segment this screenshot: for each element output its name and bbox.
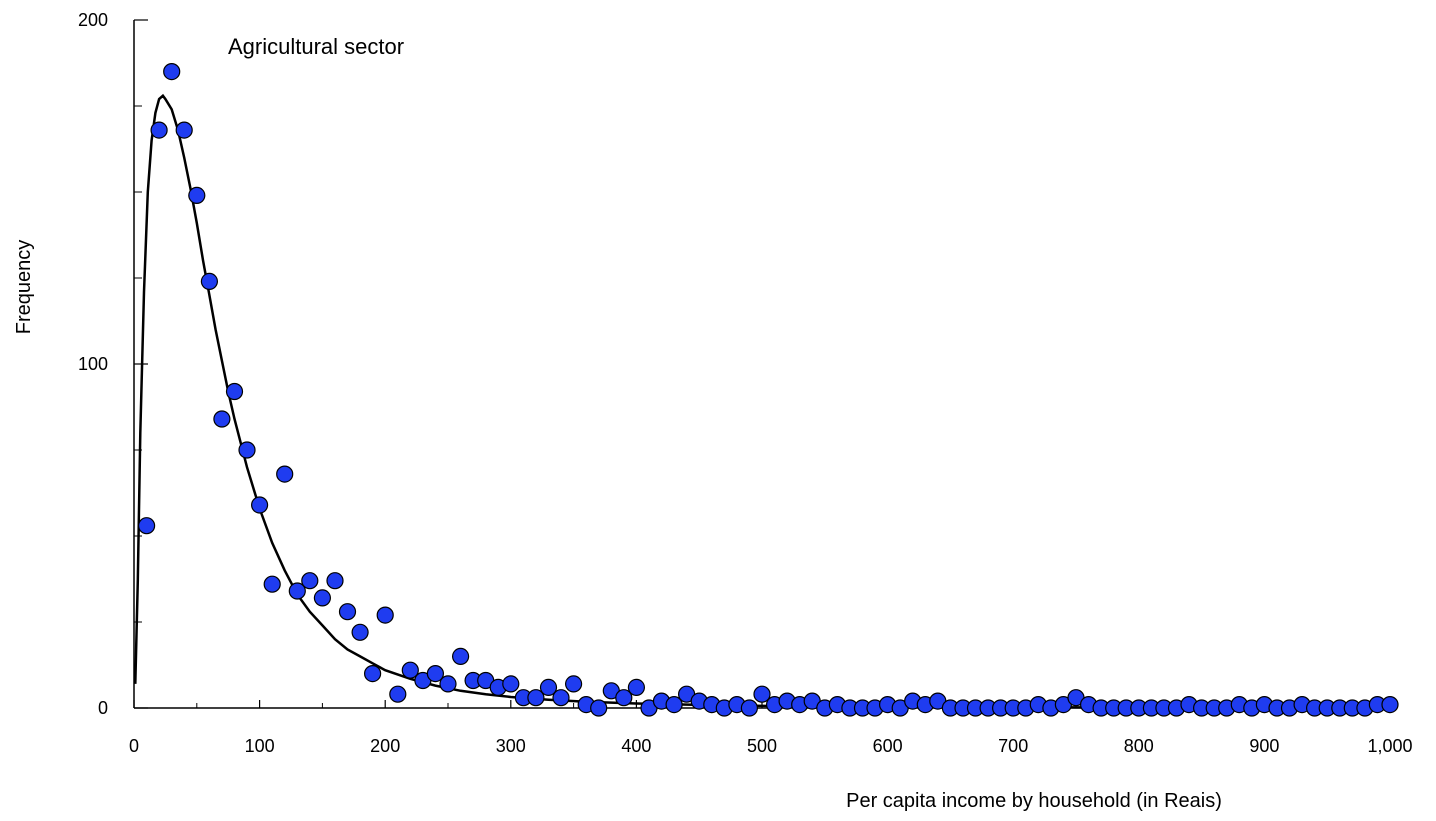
data-point <box>740 699 759 717</box>
x-tick-label: 400 <box>621 736 651 756</box>
y-tick-label: 0 <box>98 698 108 718</box>
x-tick-label: 800 <box>1124 736 1154 756</box>
data-point <box>138 517 156 535</box>
data-point <box>200 272 218 290</box>
data-point <box>426 664 444 683</box>
data-point <box>590 699 608 717</box>
data-point <box>351 623 369 641</box>
data-point <box>539 678 558 697</box>
y-axis-label: Frequency <box>13 240 35 335</box>
data-points <box>138 62 1399 717</box>
chart-annotation: Agricultural sector <box>228 34 404 59</box>
data-point <box>301 572 319 590</box>
data-point <box>188 186 206 204</box>
y-tick-label: 100 <box>78 354 108 374</box>
data-point <box>225 382 244 401</box>
data-point <box>627 678 646 697</box>
y-tick-label: 200 <box>78 10 108 30</box>
x-tick-label: 300 <box>496 736 526 756</box>
data-point <box>527 689 545 707</box>
data-point <box>1381 695 1399 714</box>
x-tick-label: 100 <box>245 736 275 756</box>
data-point <box>263 575 281 593</box>
tick-labels: 0 100 200 300 400 500 600 700 800 900 1,000 0 100 200 <box>78 10 1413 756</box>
data-point <box>401 661 419 679</box>
data-point <box>251 496 269 514</box>
data-point <box>552 689 570 707</box>
x-tick-label: 0 <box>129 736 139 756</box>
data-point <box>502 675 520 693</box>
data-point <box>238 441 256 459</box>
data-point <box>338 603 357 621</box>
x-tick-label: 1,000 <box>1367 736 1412 756</box>
data-point <box>326 572 344 590</box>
data-point <box>564 675 583 693</box>
x-tick-label: 700 <box>998 736 1028 756</box>
data-point <box>665 695 683 714</box>
data-point <box>364 664 382 683</box>
data-point <box>615 689 633 707</box>
x-tick-label: 900 <box>1249 736 1279 756</box>
data-point <box>452 647 470 666</box>
data-point <box>175 121 193 139</box>
data-point <box>313 589 331 607</box>
data-point <box>753 685 771 703</box>
x-tick-label: 200 <box>370 736 400 756</box>
data-point <box>439 675 457 693</box>
x-tick-label: 500 <box>747 736 777 756</box>
fitted-curve <box>134 93 1390 709</box>
data-point <box>288 582 306 600</box>
data-point <box>150 121 168 139</box>
data-point <box>276 465 294 483</box>
data-point <box>163 62 181 81</box>
data-point <box>389 685 407 703</box>
data-point <box>376 606 394 624</box>
x-axis-label: Per capita income by household (in Reais… <box>846 790 1222 812</box>
data-point <box>213 410 231 428</box>
x-tick-label: 600 <box>873 736 903 756</box>
